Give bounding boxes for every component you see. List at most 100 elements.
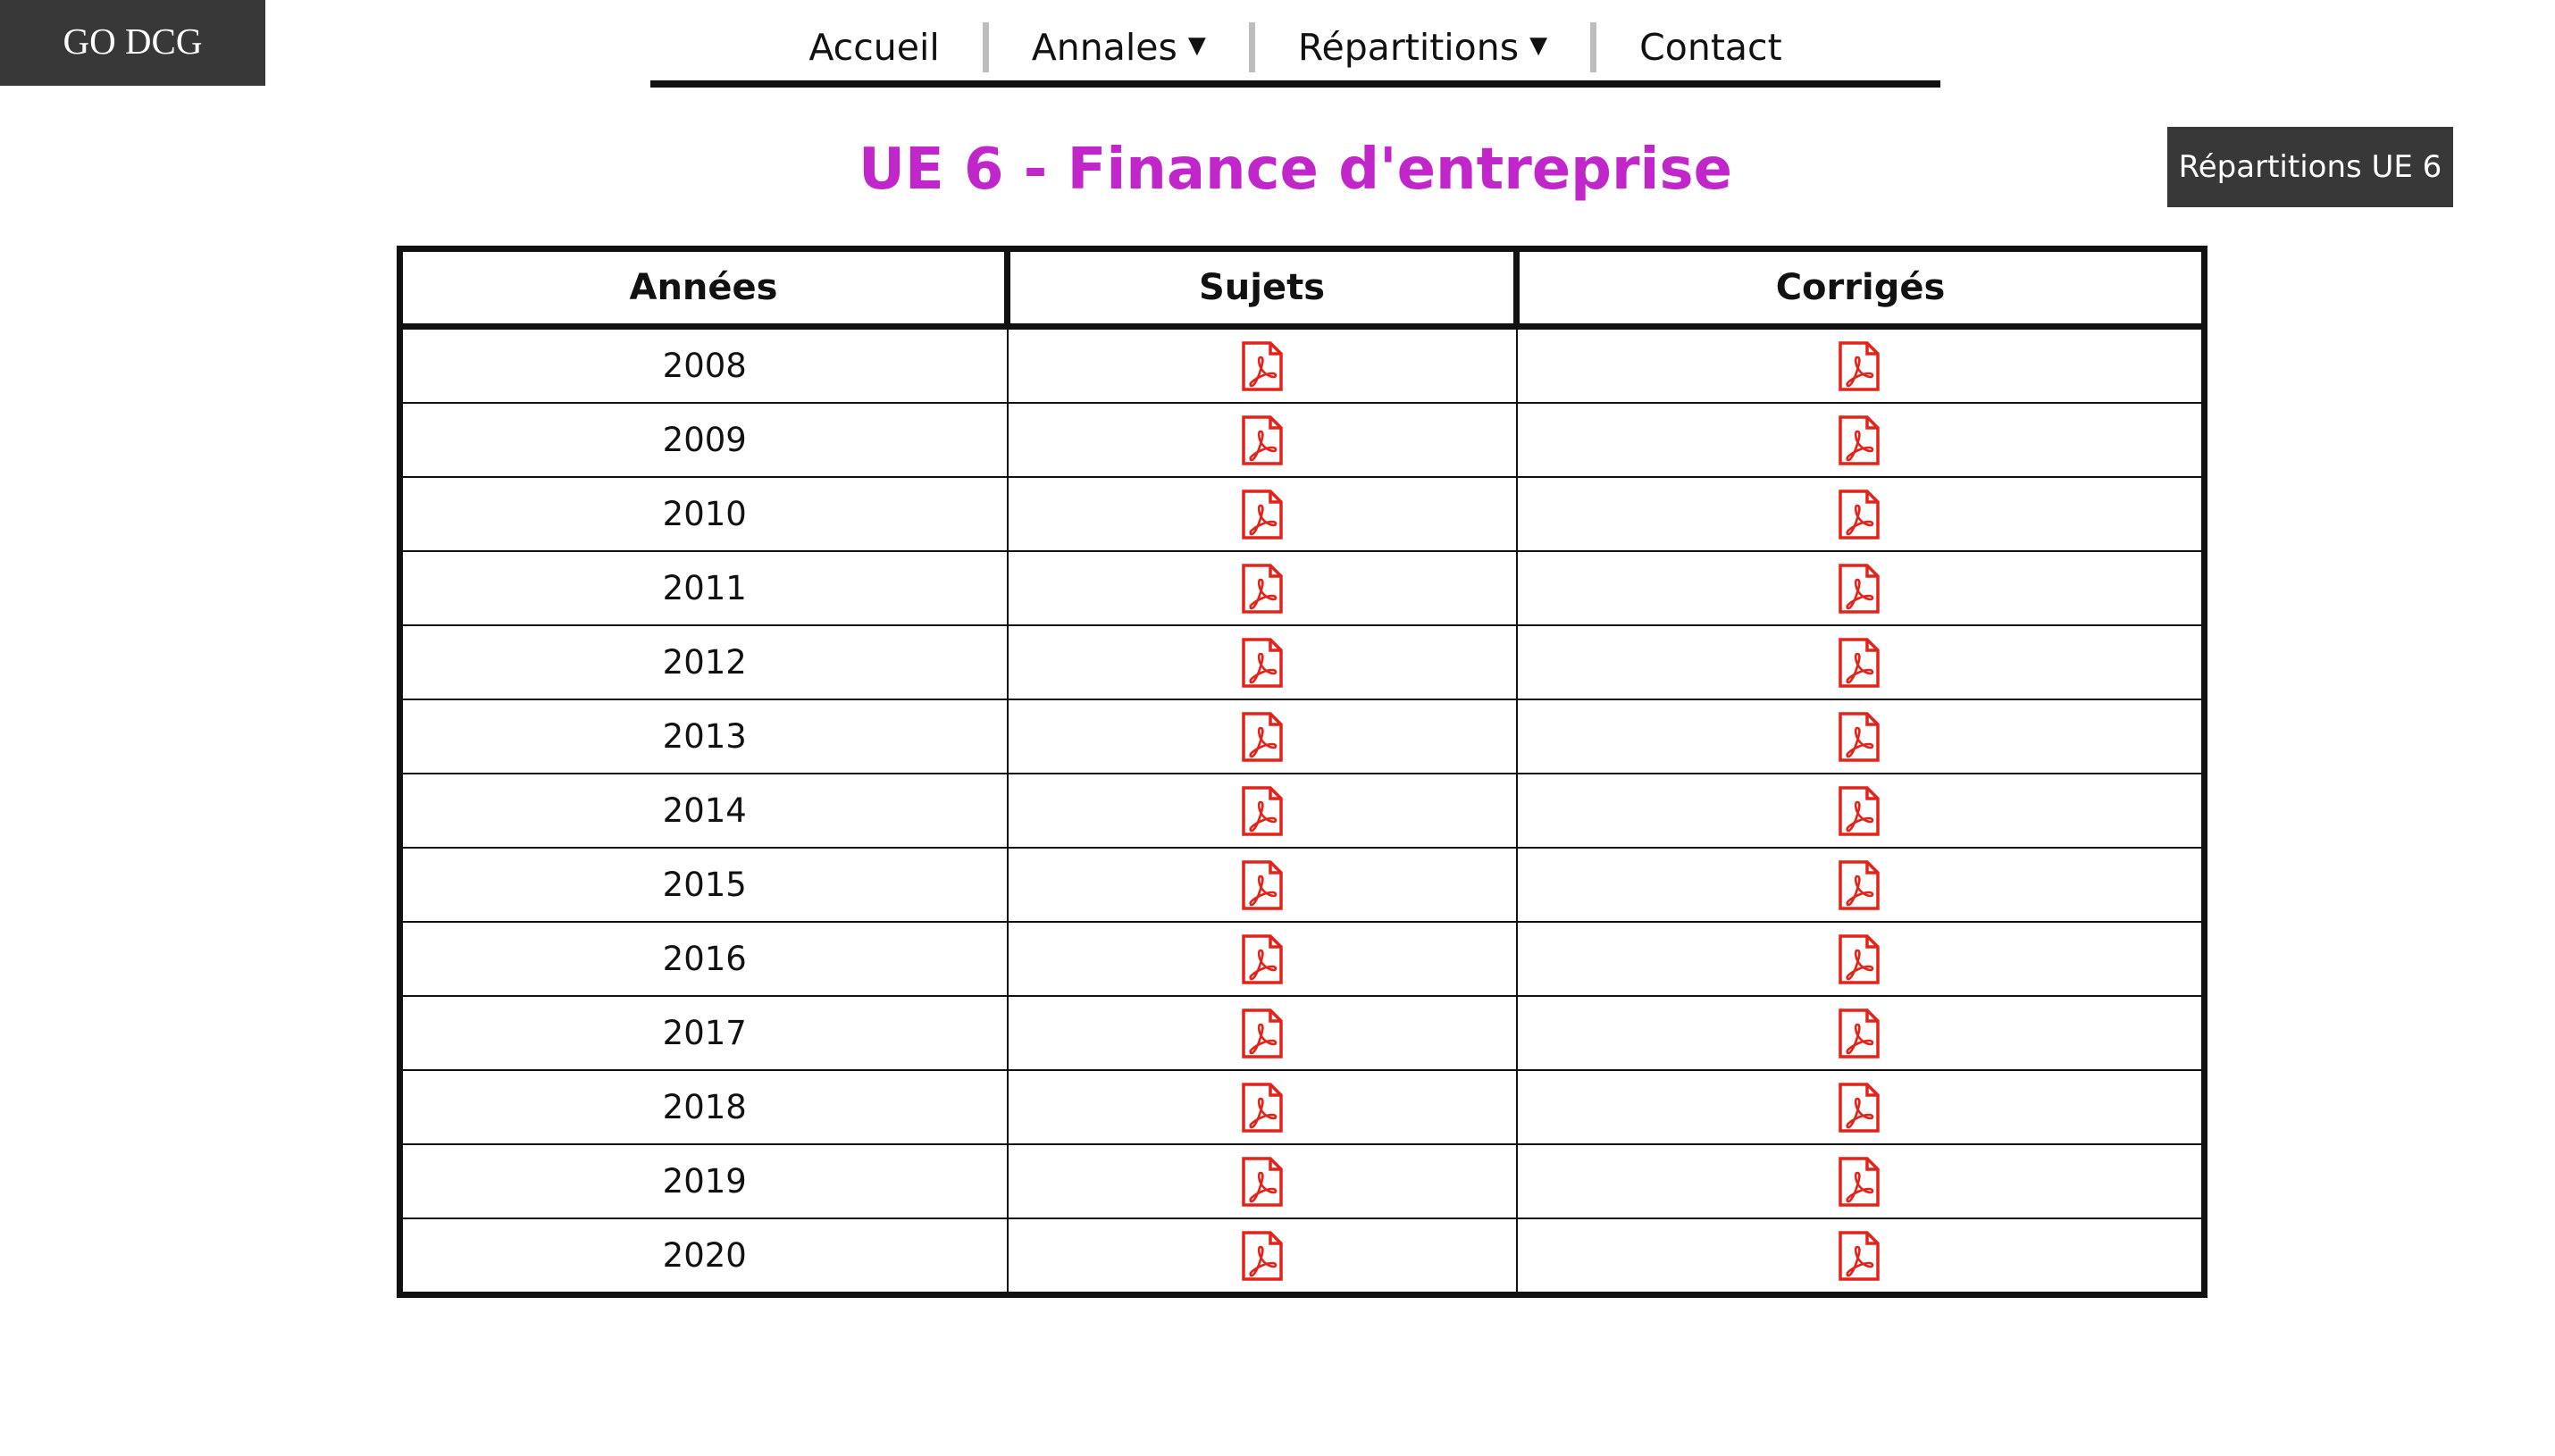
pdf-file-icon [1839, 637, 1880, 688]
sujet-cell [1006, 325, 1518, 404]
year-cell: 2018 [398, 1069, 1009, 1145]
sujet-cell [1006, 1143, 1518, 1219]
corrige-pdf-link[interactable] [1837, 1008, 1881, 1059]
sujet-pdf-link[interactable] [1240, 1008, 1285, 1059]
nav-separator [1248, 22, 1255, 72]
corrige-cell [1515, 699, 2206, 774]
corrige-pdf-link[interactable] [1837, 340, 1881, 391]
corrige-pdf-link[interactable] [1837, 489, 1881, 540]
table-row: 2016 [398, 921, 2206, 997]
table-row: 2017 [398, 995, 2206, 1071]
table-header-row: Années Sujets Corrigés [397, 246, 2207, 330]
sujet-cell [1006, 402, 1518, 478]
caret-down-icon: ▼ [1187, 32, 1206, 59]
nav-item-label: Répartitions [1297, 26, 1520, 69]
nav-item-accueil[interactable]: Accueil [766, 26, 982, 69]
table-row: 2014 [398, 773, 2206, 849]
sujet-pdf-link[interactable] [1240, 933, 1285, 984]
table-row: 2008 [398, 325, 2206, 404]
corrige-pdf-link[interactable] [1837, 1082, 1881, 1133]
pdf-file-icon [1839, 711, 1880, 762]
corrige-cell [1515, 1218, 2206, 1296]
nav-items: Accueil Annales ▼ Répartitions ▼ Contact [650, 20, 1940, 75]
sujet-cell [1006, 847, 1518, 923]
sujet-pdf-link[interactable] [1240, 1082, 1285, 1133]
sujet-cell [1006, 624, 1518, 700]
sujet-cell [1006, 1218, 1518, 1296]
sujet-pdf-link[interactable] [1240, 1156, 1285, 1207]
nav-item-label: Annales [1031, 26, 1177, 69]
sujet-pdf-link[interactable] [1240, 1230, 1285, 1281]
sujet-pdf-link[interactable] [1240, 340, 1285, 391]
year-cell: 2019 [398, 1143, 1009, 1219]
pdf-file-icon [1241, 1082, 1283, 1133]
pdf-file-icon [1839, 1156, 1880, 1207]
sujet-cell [1006, 773, 1518, 849]
pdf-file-icon [1241, 563, 1283, 614]
pdf-file-icon [1839, 414, 1880, 465]
pdf-file-icon [1241, 489, 1283, 540]
year-cell: 2013 [398, 699, 1009, 774]
repartitions-ue6-button[interactable]: Répartitions UE 6 [2167, 127, 2453, 207]
sujet-pdf-link[interactable] [1240, 563, 1285, 614]
pdf-file-icon [1839, 1230, 1880, 1281]
pdf-file-icon [1241, 1156, 1283, 1207]
nav-separator [982, 22, 989, 72]
pdf-file-icon [1839, 859, 1880, 910]
nav-item-contact[interactable]: Contact [1596, 26, 1825, 69]
sujet-pdf-link[interactable] [1240, 859, 1285, 910]
pdf-file-icon [1241, 414, 1283, 465]
nav-item-repartitions[interactable]: Répartitions ▼ [1255, 26, 1590, 69]
site-logo[interactable]: GO DCG [0, 0, 265, 86]
corrige-pdf-link[interactable] [1837, 637, 1881, 688]
corrige-pdf-link[interactable] [1837, 933, 1881, 984]
corrige-cell [1515, 624, 2206, 700]
table-row: 2010 [398, 476, 2206, 552]
main-nav: Accueil Annales ▼ Répartitions ▼ Contact [650, 0, 1940, 88]
corrige-cell [1515, 550, 2206, 626]
corrige-pdf-link[interactable] [1837, 785, 1881, 836]
pdf-file-icon [1241, 711, 1283, 762]
sujet-pdf-link[interactable] [1240, 637, 1285, 688]
corrige-pdf-link[interactable] [1837, 711, 1881, 762]
sujet-pdf-link[interactable] [1240, 711, 1285, 762]
pdf-file-icon [1241, 340, 1283, 391]
pdf-file-icon [1839, 563, 1880, 614]
sujet-pdf-link[interactable] [1240, 414, 1285, 465]
sujet-pdf-link[interactable] [1240, 785, 1285, 836]
year-cell: 2016 [398, 921, 1009, 997]
sujet-cell [1006, 995, 1518, 1071]
sujet-cell [1006, 699, 1518, 774]
corrige-cell [1515, 921, 2206, 997]
table-row: 2019 [398, 1143, 2206, 1219]
corrige-pdf-link[interactable] [1837, 859, 1881, 910]
table-row: 2012 [398, 624, 2206, 700]
year-cell: 2014 [398, 773, 1009, 849]
corrige-cell [1515, 476, 2206, 552]
header-annees: Années [397, 246, 1010, 330]
corrige-cell [1515, 773, 2206, 849]
sujet-pdf-link[interactable] [1240, 489, 1285, 540]
corrige-cell [1515, 402, 2206, 478]
corrige-cell [1515, 325, 2206, 404]
table-row: 2011 [398, 550, 2206, 626]
pdf-file-icon [1241, 637, 1283, 688]
corrige-cell [1515, 847, 2206, 923]
year-cell: 2011 [398, 550, 1009, 626]
year-cell: 2009 [398, 402, 1009, 478]
nav-item-annales[interactable]: Annales ▼ [989, 26, 1249, 69]
pdf-file-icon [1241, 859, 1283, 910]
year-cell: 2017 [398, 995, 1009, 1071]
year-cell: 2015 [398, 847, 1009, 923]
nav-item-label: Contact [1639, 26, 1782, 69]
pdf-file-icon [1839, 785, 1880, 836]
corrige-pdf-link[interactable] [1837, 1156, 1881, 1207]
corrige-cell [1515, 1069, 2206, 1145]
year-cell: 2010 [398, 476, 1009, 552]
year-cell: 2008 [398, 325, 1009, 404]
sujet-cell [1006, 550, 1518, 626]
corrige-pdf-link[interactable] [1837, 1230, 1881, 1281]
corrige-pdf-link[interactable] [1837, 563, 1881, 614]
corrige-pdf-link[interactable] [1837, 414, 1881, 465]
pdf-file-icon [1839, 1008, 1880, 1059]
